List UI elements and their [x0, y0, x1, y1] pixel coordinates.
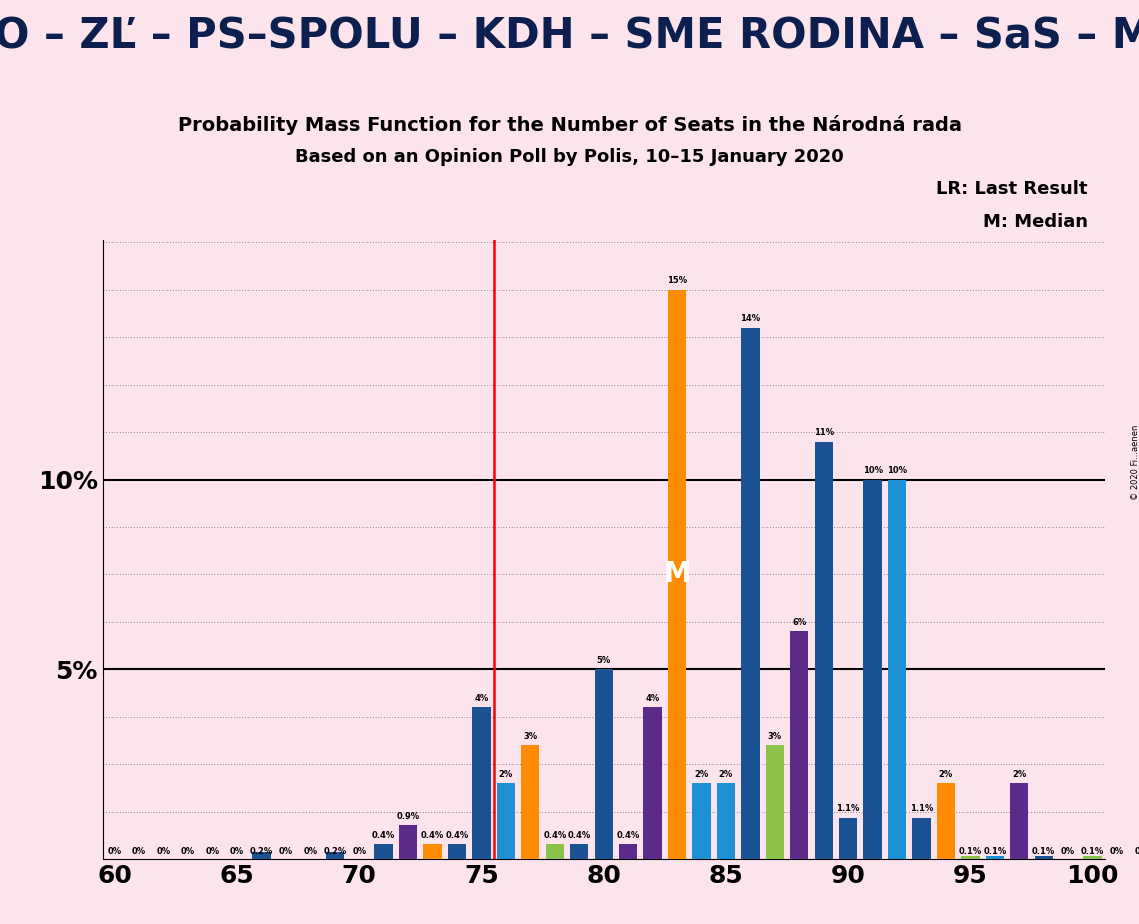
Bar [790, 631, 809, 859]
Bar [888, 480, 907, 859]
Bar [814, 442, 833, 859]
Text: 0%: 0% [205, 847, 220, 857]
Text: 0.1%: 0.1% [983, 847, 1007, 857]
Bar [716, 784, 735, 859]
Text: 0.1%: 0.1% [959, 847, 982, 857]
Bar [1034, 856, 1052, 859]
Text: 2%: 2% [695, 770, 708, 779]
Text: M: Median: M: Median [983, 213, 1088, 231]
Bar [863, 480, 882, 859]
Text: 0.1%: 0.1% [1032, 847, 1056, 857]
Text: Probability Mass Function for the Number of Seats in the Národná rada: Probability Mass Function for the Number… [178, 115, 961, 135]
Text: 0.9%: 0.9% [396, 811, 419, 821]
Text: 0%: 0% [1134, 847, 1139, 857]
Bar [839, 818, 858, 859]
Text: 0%: 0% [303, 847, 318, 857]
Text: 0.4%: 0.4% [421, 831, 444, 840]
Bar [497, 784, 515, 859]
Text: 0%: 0% [230, 847, 244, 857]
Text: 0.4%: 0.4% [543, 831, 566, 840]
Text: 0%: 0% [1062, 847, 1075, 857]
Text: 14%: 14% [740, 314, 761, 323]
Bar [936, 784, 956, 859]
Text: 2%: 2% [1013, 770, 1026, 779]
Text: 1.1%: 1.1% [910, 804, 933, 813]
Bar [252, 852, 271, 859]
Text: 15%: 15% [667, 276, 687, 286]
Text: 10%: 10% [862, 466, 883, 475]
Text: 0.2%: 0.2% [323, 847, 346, 857]
Text: 0.4%: 0.4% [445, 831, 468, 840]
Text: 0.4%: 0.4% [567, 831, 591, 840]
Bar [912, 818, 931, 859]
Bar [741, 328, 760, 859]
Text: LR: Last Result: LR: Last Result [936, 180, 1088, 199]
Text: 0%: 0% [352, 847, 367, 857]
Bar [667, 289, 686, 859]
Text: 3%: 3% [523, 732, 538, 741]
Text: 0%: 0% [1111, 847, 1124, 857]
Text: 2%: 2% [939, 770, 953, 779]
Text: Based on an Opinion Poll by Polis, 10–15 January 2020: Based on an Opinion Poll by Polis, 10–15… [295, 148, 844, 166]
Text: 10%: 10% [887, 466, 907, 475]
Text: 1.1%: 1.1% [836, 804, 860, 813]
Text: 4%: 4% [646, 694, 659, 703]
Bar [1010, 784, 1029, 859]
Bar [326, 852, 344, 859]
Text: 11%: 11% [813, 428, 834, 437]
Text: 0%: 0% [132, 847, 146, 857]
Bar [693, 784, 711, 859]
Text: © 2020 Fi...aenen: © 2020 Fi...aenen [1131, 424, 1139, 500]
Text: M: M [663, 561, 691, 589]
Bar [473, 708, 491, 859]
Text: 0.4%: 0.4% [372, 831, 395, 840]
Bar [985, 856, 1003, 859]
Text: 6%: 6% [792, 618, 806, 626]
Text: 2%: 2% [499, 770, 513, 779]
Bar [1083, 856, 1101, 859]
Text: O – ZĽ – PS–SPOLU – KDH – SME RODINA – SaS – MOS: O – ZĽ – PS–SPOLU – KDH – SME RODINA – S… [0, 16, 1139, 58]
Text: 0%: 0% [108, 847, 122, 857]
Text: 0%: 0% [181, 847, 195, 857]
Bar [644, 708, 662, 859]
Bar [375, 845, 393, 859]
Text: 0%: 0% [279, 847, 293, 857]
Text: 4%: 4% [474, 694, 489, 703]
Bar [424, 845, 442, 859]
Text: 3%: 3% [768, 732, 781, 741]
Bar [546, 845, 564, 859]
Bar [448, 845, 466, 859]
Text: 0%: 0% [156, 847, 171, 857]
Bar [618, 845, 638, 859]
Bar [399, 825, 417, 859]
Bar [522, 746, 540, 859]
Bar [765, 746, 784, 859]
Text: 2%: 2% [719, 770, 734, 779]
Bar [961, 856, 980, 859]
Bar [595, 669, 613, 859]
Text: 0.4%: 0.4% [616, 831, 640, 840]
Bar [570, 845, 589, 859]
Text: 0.1%: 0.1% [1081, 847, 1104, 857]
Text: 0.2%: 0.2% [249, 847, 273, 857]
Text: 5%: 5% [597, 656, 611, 665]
